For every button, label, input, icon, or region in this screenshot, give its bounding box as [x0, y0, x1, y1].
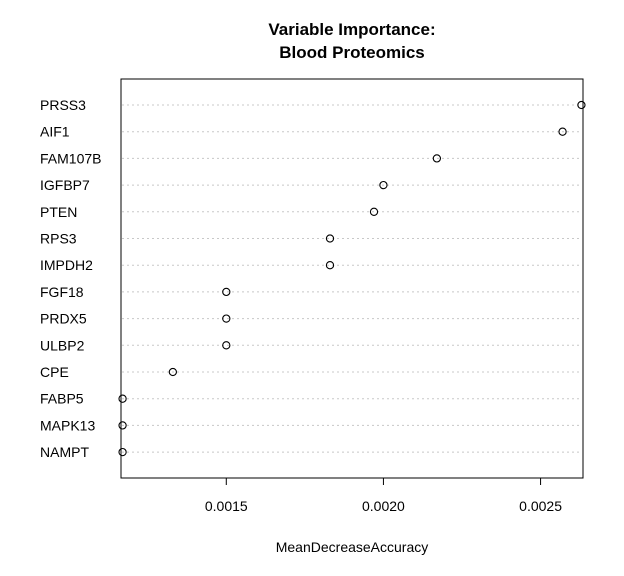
data-point	[118, 421, 127, 430]
category-labels: PRSS3 AIF1 FAM107B IGFBP7 PTEN RPS3 IMPDH2 FGF1…	[40, 97, 101, 460]
data-point	[432, 154, 442, 163]
category-label: PRDX5	[40, 311, 87, 327]
data-point	[222, 314, 231, 323]
data-point	[325, 234, 335, 243]
category-label: ULBP2	[40, 337, 85, 353]
category-label: FGF18	[40, 284, 84, 300]
data-point	[168, 367, 178, 377]
x-axis-label: MeanDecreaseAccuracy	[276, 539, 429, 555]
category-label: PRSS3	[40, 97, 86, 113]
data-point	[577, 100, 586, 110]
category-label: NAMPT	[40, 444, 89, 460]
category-label: CPE	[40, 364, 69, 380]
data-point	[379, 180, 388, 190]
data-point	[222, 287, 231, 297]
data-point	[118, 447, 127, 457]
category-label: FABP5	[40, 391, 84, 407]
category-label: PTEN	[40, 204, 77, 220]
category-label: AIF1	[40, 124, 70, 140]
data-point	[118, 394, 127, 403]
category-label: FAM107B	[40, 150, 101, 166]
category-label: RPS3	[40, 231, 77, 247]
category-label: IGFBP7	[40, 177, 90, 193]
data-point	[222, 341, 231, 350]
plot-frame	[120, 78, 584, 479]
grid-lines	[122, 104, 582, 453]
category-label: IMPDH2	[40, 257, 93, 273]
data-point	[325, 261, 335, 270]
data-point	[369, 207, 379, 216]
data-points	[118, 100, 586, 457]
data-point	[558, 127, 567, 136]
x-tick-label: 0.0020	[362, 498, 405, 514]
x-tick-label: 0.0025	[519, 498, 562, 514]
x-axis: 0.0015 0.0020 0.0025	[205, 477, 562, 514]
x-tick-label: 0.0015	[205, 498, 248, 514]
chart-title-line-2: Blood Proteomics	[279, 43, 424, 62]
chart-title-line-1: Variable Importance:	[268, 20, 435, 39]
category-label: MAPK13	[40, 417, 95, 433]
